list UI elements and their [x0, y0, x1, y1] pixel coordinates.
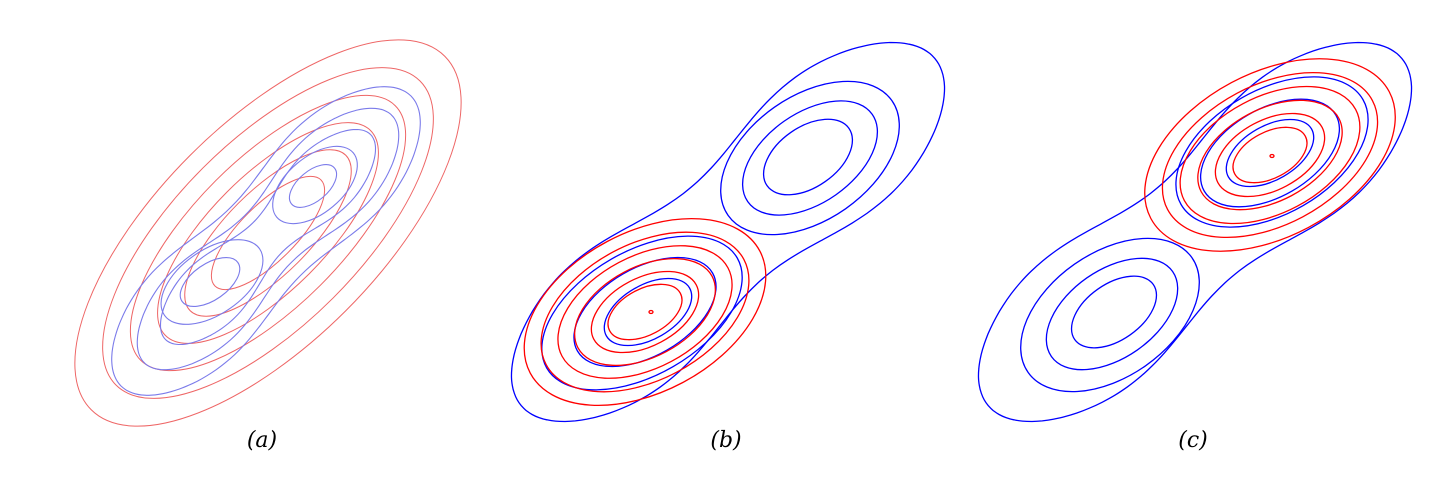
panel-c-blue-contour — [1045, 257, 1179, 371]
panel-a-blue-contour — [136, 107, 400, 371]
panel-a-blue-contour — [159, 128, 377, 346]
panel-c-red-center — [1269, 153, 1275, 159]
panel-b-red-contour — [557, 245, 733, 379]
panel-b-label: (b) — [710, 428, 742, 453]
panel-a-blue-contour — [272, 145, 358, 225]
panel-a-red-contours — [74, 39, 462, 427]
panel-b-red-contour — [573, 257, 717, 367]
panel-c-red-contour — [1214, 112, 1326, 198]
panel-b-blue-contour — [762, 118, 854, 196]
panel-a-red-contour — [210, 175, 326, 291]
panel-b-plot — [510, 41, 946, 423]
panel-c-red-contour — [1197, 99, 1343, 211]
panel-a-red-contour — [102, 67, 434, 399]
panel-c-red-contour — [1232, 126, 1308, 184]
panel-b-blue-contour — [573, 256, 717, 368]
panel-a-blue-contour — [288, 164, 338, 208]
panel-b-red-contour — [540, 231, 750, 393]
panel-c-blue-contour — [1199, 98, 1341, 208]
panel-c-red-contour — [1161, 71, 1379, 239]
panel-b-blue-contour — [720, 80, 900, 236]
panel-c-red-contours — [1144, 58, 1396, 252]
panel-b-blue-contours — [510, 41, 946, 423]
panel-b-red-contours — [523, 217, 767, 407]
panel-b-blue-contour — [603, 277, 693, 347]
panel-c-blue-contours — [977, 41, 1413, 423]
panel-c-plot — [977, 41, 1413, 423]
panel-a-red-contour — [74, 39, 462, 427]
panel-c-red-contour — [1179, 85, 1361, 225]
panel-c-label: (c) — [1178, 428, 1208, 453]
panel-b-red-center — [648, 309, 654, 315]
panel-a-blue-contour — [111, 86, 421, 396]
panel-c-blue-contour — [1070, 275, 1158, 349]
panel-a-red-contour — [129, 94, 407, 372]
panel-c-blue-contour — [1020, 237, 1200, 393]
panel-b-blue-contour — [741, 100, 879, 216]
panel-a-red-contour — [157, 122, 379, 344]
panel-b-red-contour — [607, 283, 683, 341]
panel-c-blue-contour — [1225, 118, 1315, 188]
panel-b-red-contour — [523, 217, 767, 407]
panel-a-plot — [74, 39, 462, 427]
panel-a-blue-contour — [179, 257, 241, 307]
panel-c-blue-contour — [1175, 76, 1369, 228]
panel-a-blue-contours — [111, 86, 421, 396]
panel-a-blue-contour — [160, 239, 264, 325]
panel-a-red-contour — [184, 149, 352, 317]
panel-b-blue-contour — [510, 41, 946, 423]
panel-b-red-contour — [590, 270, 700, 354]
panel-b-blue-contour — [541, 235, 743, 391]
panel-c-red-contour — [1144, 58, 1396, 252]
panel-a-label: (a) — [246, 428, 278, 453]
